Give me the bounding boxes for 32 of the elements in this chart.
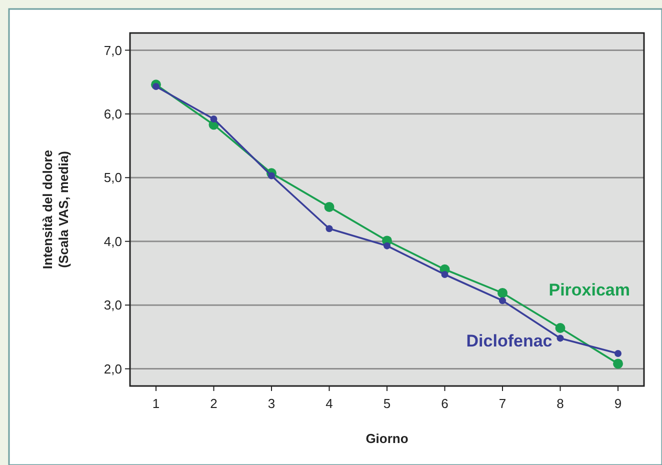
y-axis-title: Intensità del dolore (Scala VAS, media) [40,150,71,270]
x-tick-label: 3 [268,396,276,411]
point [614,350,622,358]
x-tick-label: 2 [210,396,218,411]
y-tick-label: 2,0 [104,361,122,376]
series-label: Piroxicam [548,280,630,300]
point [556,334,564,342]
point [555,323,566,334]
x-tick-label: 1 [152,396,160,411]
series-label: Diclofenac [466,332,552,351]
point [613,358,624,369]
y-tick-label: 5,0 [104,170,122,186]
point [268,172,275,180]
x-tick-label: 5 [383,396,391,411]
x-tick-label: 9 [614,396,622,411]
x-tick-label: 8 [556,396,564,411]
point [152,83,160,90]
y-tick-label: 3,0 [104,298,122,313]
y-tick-label: 7,0 [104,42,122,58]
point [384,242,390,250]
point [326,225,333,232]
point [499,297,506,304]
x-tick-label: 4 [326,396,333,411]
point [441,270,448,278]
x-tick-label: 6 [441,396,448,411]
y-tick-label: 6,0 [104,106,122,122]
point [324,202,334,212]
y-tick-label: 4,0 [104,234,122,249]
point [210,116,218,123]
x-axis-title: Giorno [366,431,408,446]
x-tick-label: 7 [498,396,506,411]
point [498,288,508,298]
